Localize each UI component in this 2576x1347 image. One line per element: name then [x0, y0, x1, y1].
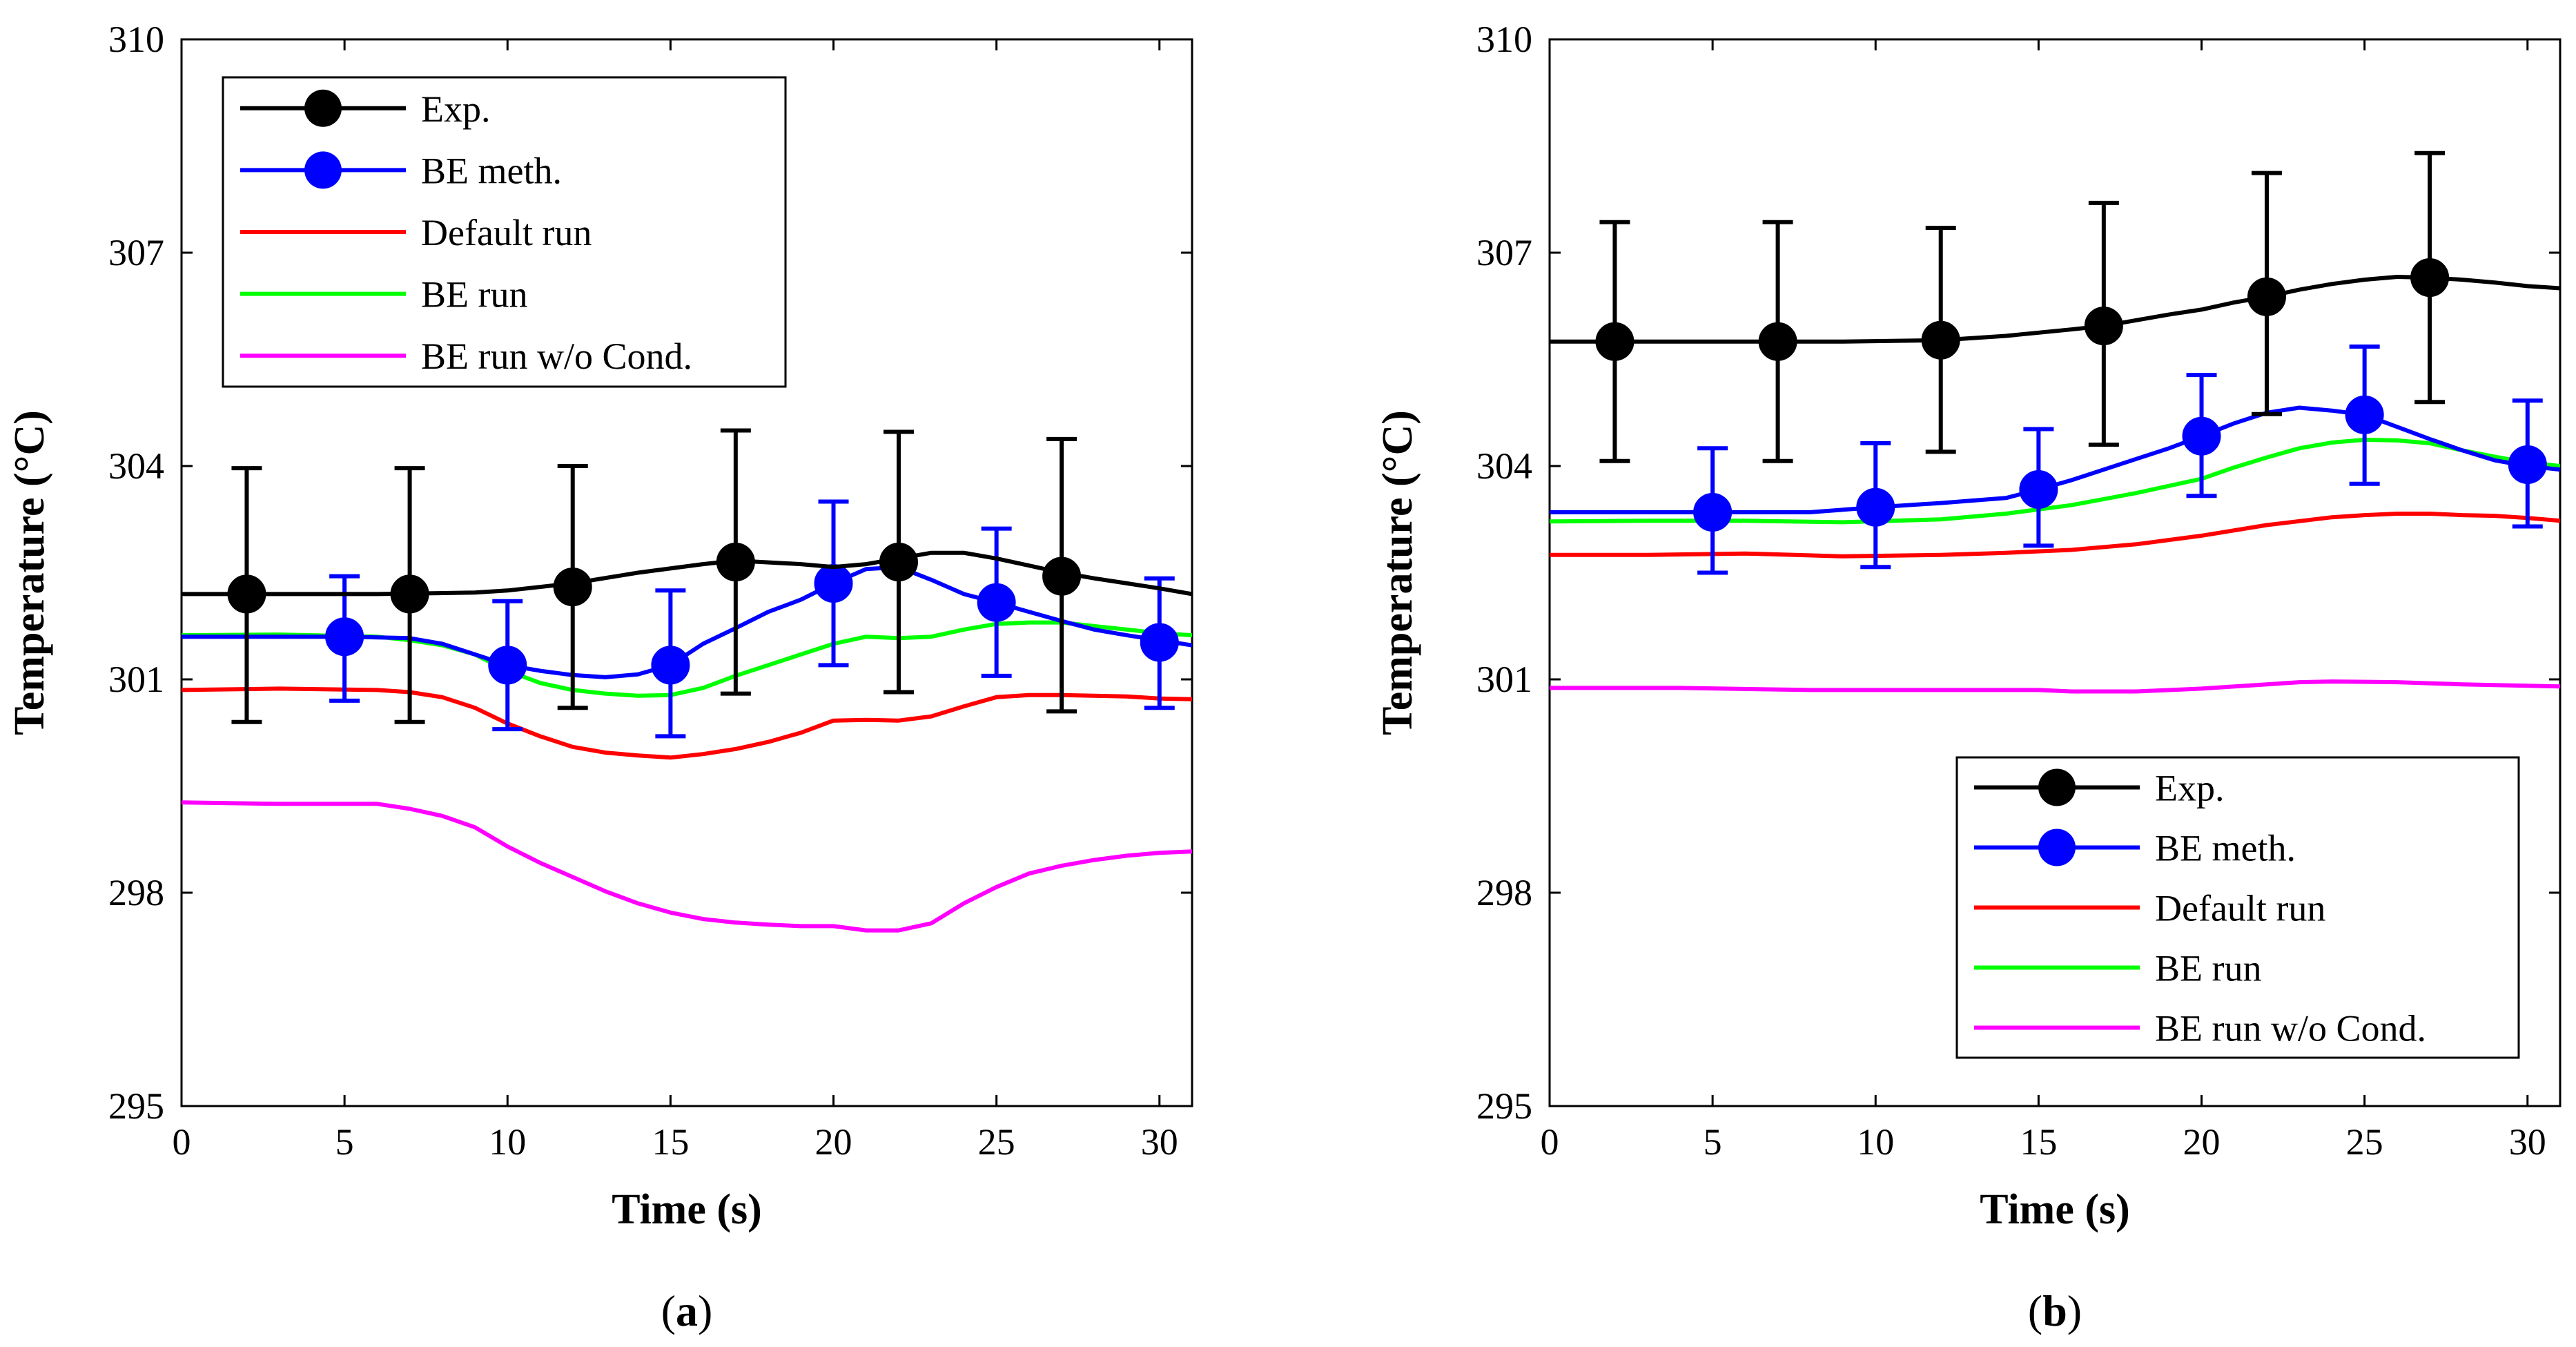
- data-point: [1759, 323, 1797, 360]
- figure: 0 5 10 15 20 25 30 295 298 301 304 307 310 Time (s) Te…: [0, 0, 2576, 1347]
- legend-swatch-marker: [304, 90, 342, 127]
- data-point: [2411, 259, 2448, 296]
- x-tick-label: 25: [2346, 1121, 2383, 1163]
- data-point: [489, 646, 526, 684]
- legend-entry-label: Exp.: [421, 88, 491, 130]
- data-point: [880, 543, 917, 581]
- panel-b: 0 5 10 15 20 25 30 295 298 301 304 307 310 Time (s) Te…: [1374, 19, 2560, 1335]
- y-tick-label: 298: [108, 872, 164, 913]
- x-tick-label: 0: [173, 1121, 191, 1163]
- data-point: [978, 584, 1015, 621]
- panel-label-close: ): [2067, 1286, 2082, 1335]
- data-point: [2020, 471, 2057, 508]
- panel-label-open: (: [2028, 1286, 2042, 1335]
- y-tick-label: 307: [1476, 232, 1532, 273]
- x-tick-label: 5: [1704, 1121, 1722, 1163]
- legend-entry-label: BE run w/o Cond.: [2155, 1008, 2426, 1049]
- series-line: [182, 553, 1192, 594]
- y-tick-label: 304: [1476, 445, 1532, 487]
- x-tick-label: 15: [652, 1121, 689, 1163]
- data-point: [652, 646, 689, 684]
- data-point: [1857, 489, 1894, 526]
- y-tick-label: 310: [108, 19, 164, 60]
- data-point: [554, 568, 592, 605]
- series-line: [1550, 277, 2560, 342]
- panel-label-letter: b: [2042, 1286, 2067, 1335]
- series-line: [182, 802, 1192, 930]
- data-point: [2183, 418, 2221, 455]
- y-tick-label: 295: [108, 1085, 164, 1127]
- legend-swatch-marker: [304, 151, 342, 188]
- panel-label: (a): [661, 1286, 713, 1335]
- x-axis-label: Time (s): [1980, 1186, 2130, 1233]
- legend-entry-label: Default run: [2155, 888, 2325, 929]
- panel-label-letter: a: [676, 1286, 698, 1335]
- legend-swatch-marker: [2038, 829, 2076, 866]
- legend-entry-label: BE meth.: [421, 150, 562, 191]
- x-axis-label: Time (s): [612, 1186, 762, 1233]
- x-tick-label: 15: [2020, 1121, 2057, 1163]
- legend-entry-label: BE run: [2155, 948, 2262, 989]
- x-tick-label: 10: [489, 1121, 526, 1163]
- x-tick-label: 25: [978, 1121, 1015, 1163]
- y-tick-label: 304: [108, 445, 164, 487]
- legend-swatch-marker: [2038, 769, 2076, 806]
- data-point: [717, 543, 754, 581]
- plot-area: [182, 431, 1192, 931]
- y-tick-label: 295: [1476, 1085, 1532, 1127]
- legend-entry-label: Exp.: [2155, 768, 2225, 809]
- data-point: [1596, 323, 1633, 360]
- x-tick-label: 10: [1857, 1121, 1894, 1163]
- data-point: [326, 618, 363, 655]
- data-point: [228, 575, 265, 612]
- legend-entry-label: Default run: [421, 212, 592, 253]
- plot-area: [1550, 153, 2560, 692]
- x-tick-label: 20: [2183, 1121, 2221, 1163]
- data-point: [2248, 278, 2285, 316]
- y-tick-label: 301: [108, 659, 164, 700]
- y-tick-label: 301: [1476, 659, 1532, 700]
- x-tick-label: 30: [2509, 1121, 2546, 1163]
- legend-entry-label: BE meth.: [2155, 828, 2296, 869]
- y-tick-label: 307: [108, 232, 164, 273]
- x-tick-label: 5: [335, 1121, 354, 1163]
- x-tick-label: 20: [815, 1121, 852, 1163]
- data-point: [1141, 623, 1178, 661]
- y-axis-label: Temperature (°C): [6, 410, 53, 735]
- y-tick-label: 298: [1476, 872, 1532, 913]
- data-point: [391, 575, 429, 612]
- data-point: [1694, 494, 1731, 531]
- legend-entry-label: BE run w/o Cond.: [421, 336, 692, 377]
- y-axis-label: Temperature (°C): [1374, 410, 1421, 735]
- panel-a: 0 5 10 15 20 25 30 295 298 301 304 307 310 Time (s) Te…: [6, 19, 1192, 1335]
- x-tick-label: 30: [1141, 1121, 1178, 1163]
- y-tick-label: 310: [1476, 19, 1532, 60]
- legend-entry-label: BE run: [421, 274, 528, 316]
- data-point: [2085, 307, 2123, 345]
- data-point: [815, 565, 852, 602]
- panel-label-close: ): [698, 1286, 712, 1335]
- panel-label: (b): [2028, 1286, 2082, 1335]
- data-point: [2509, 446, 2546, 483]
- data-point: [1922, 322, 1960, 359]
- data-point: [2346, 396, 2383, 434]
- series-line: [1550, 681, 2560, 691]
- panel-label-open: (: [661, 1286, 676, 1335]
- data-point: [1043, 558, 1080, 595]
- x-tick-label: 0: [1541, 1121, 1559, 1163]
